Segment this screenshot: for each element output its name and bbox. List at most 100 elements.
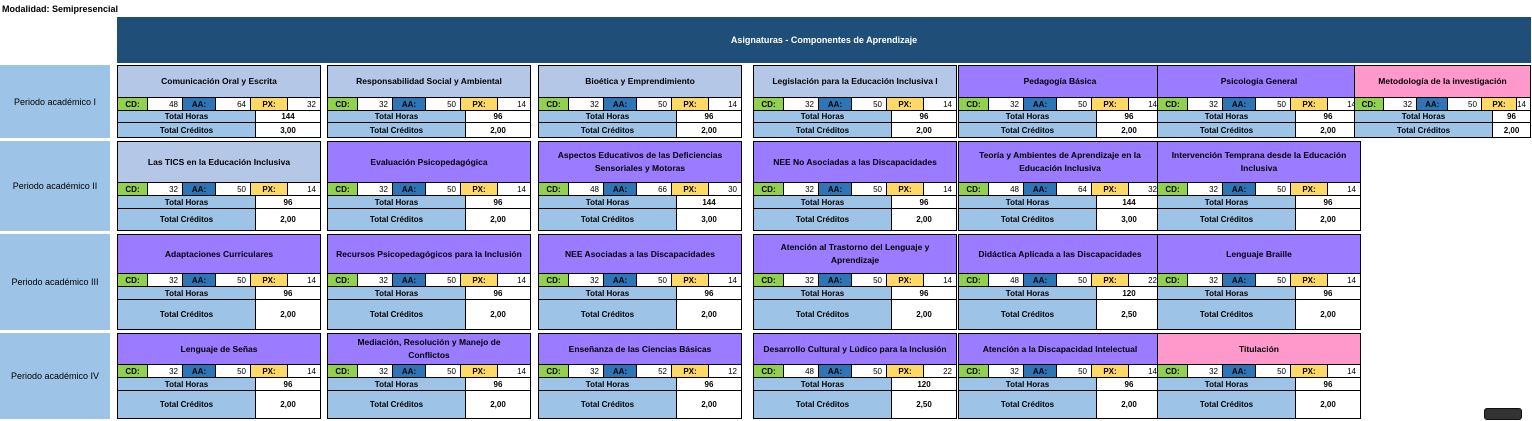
total-creditos-row: Total Créditos 2,00 xyxy=(118,209,320,230)
aa-value: 50 xyxy=(852,365,887,377)
hours-breakdown: CD: 32 AA: 50 PX: 14 xyxy=(959,98,1161,111)
course-card[interactable]: Aspectos Educativos de las Deficiencias … xyxy=(538,141,742,231)
course-card[interactable]: Recursos Psicopedagógicos para la Inclus… xyxy=(327,234,531,330)
cd-label: CD: xyxy=(328,365,358,377)
px-value: 14 xyxy=(288,183,320,195)
course-card[interactable]: Metodología de la investigación CD: 32 AA: 5… xyxy=(1354,65,1531,138)
course-card[interactable]: Atención a la Discapacidad Intelectual CD… xyxy=(958,333,1162,419)
course-card[interactable]: Psicología General CD: 32 AA: 50 PX: 14 Total H… xyxy=(1157,65,1361,138)
aa-value: 50 xyxy=(216,365,251,377)
total-creditos-value: 2,00 xyxy=(256,391,320,418)
total-horas-row: Total Horas 96 xyxy=(959,111,1161,123)
course-card[interactable]: Lenguaje de Señas CD: 32 AA: 50 PX: 14 Total Ho… xyxy=(117,333,321,419)
total-horas-value: 96 xyxy=(466,287,530,299)
course-card[interactable]: Pedagogía Básica CD: 32 AA: 50 PX: 14 Total Hor… xyxy=(958,65,1162,138)
total-creditos-value: 2,00 xyxy=(1493,123,1530,137)
hours-breakdown: CD: 32 AA: 50 PX: 14 xyxy=(328,183,530,196)
total-horas-row: Total Horas 96 xyxy=(754,196,956,209)
hours-breakdown: CD: 32 AA: 52 PX: 12 xyxy=(539,365,741,378)
course-title: Lenguaje Braille xyxy=(1158,235,1360,274)
total-creditos-value: 2,00 xyxy=(892,300,956,329)
cd-label: CD: xyxy=(539,365,569,377)
total-creditos-value: 3,00 xyxy=(1097,209,1161,230)
course-card[interactable]: Desarrollo Cultural y Lúdico para la Inc… xyxy=(753,333,957,419)
aa-label: AA: xyxy=(604,274,637,286)
course-card[interactable]: Titulación CD: 32 AA: 50 PX: 14 Total Horas 96 To… xyxy=(1157,333,1361,419)
cd-label: CD: xyxy=(1158,98,1188,110)
modalidad-label: Modalidad: Semipresencial xyxy=(2,4,119,14)
total-creditos-label: Total Créditos xyxy=(118,391,256,418)
total-creditos-label: Total Créditos xyxy=(539,209,677,230)
minimize-toggle[interactable] xyxy=(1484,408,1522,420)
px-value: 14 xyxy=(498,365,530,377)
aa-label: AA: xyxy=(183,98,216,110)
course-card[interactable]: Legislación para la Educación Inclusiva … xyxy=(753,65,957,138)
course-card[interactable]: Evaluación Psicopedagógica CD: 32 AA: 50 PX: 1… xyxy=(327,141,531,231)
total-horas-label: Total Horas xyxy=(754,378,892,390)
total-horas-label: Total Horas xyxy=(539,378,677,390)
course-card[interactable]: Responsabilidad Social y Ambiental CD: 32 A… xyxy=(327,65,531,138)
cd-label: CD: xyxy=(118,98,148,110)
course-card[interactable]: Adaptaciones Curriculares CD: 32 AA: 50 PX: 14… xyxy=(117,234,321,330)
aa-value: 66 xyxy=(637,183,672,195)
course-title: Desarrollo Cultural y Lúdico para la Inc… xyxy=(754,334,956,365)
aa-value: 50 xyxy=(852,183,887,195)
cd-value: 32 xyxy=(569,274,604,286)
course-card[interactable]: Las TICS en la Educación Inclusiva CD: 32 A… xyxy=(117,141,321,231)
cd-value: 32 xyxy=(358,98,393,110)
course-card[interactable]: Comunicación Oral y Escrita CD: 48 AA: 64 PX:… xyxy=(117,65,321,138)
cd-value: 32 xyxy=(358,183,393,195)
course-card[interactable]: Atención al Trastorno del Lenguaje y Apr… xyxy=(753,234,957,330)
course-card[interactable]: Lenguaje Braille CD: 32 AA: 50 PX: 14 Total Hor… xyxy=(1157,234,1361,330)
cd-value: 48 xyxy=(989,183,1024,195)
total-creditos-value: 2,50 xyxy=(892,391,956,418)
aa-label: AA: xyxy=(393,98,426,110)
hours-breakdown: CD: 32 AA: 50 PX: 14 xyxy=(118,274,320,287)
total-horas-value: 96 xyxy=(677,378,741,390)
total-horas-row: Total Horas 96 xyxy=(539,287,741,300)
total-creditos-value: 2,00 xyxy=(677,391,741,418)
course-card[interactable]: Bioética y Emprendimiento CD: 32 AA: 50 PX: 14… xyxy=(538,65,742,138)
total-creditos-label: Total Créditos xyxy=(959,123,1097,137)
course-card[interactable]: NEE No Asociadas a las Discapacidades CD:… xyxy=(753,141,957,231)
px-label: PX: xyxy=(1291,183,1328,195)
hours-breakdown: CD: 32 AA: 50 PX: 14 xyxy=(1158,365,1360,378)
aa-value: 64 xyxy=(216,98,251,110)
total-creditos-value: 2,00 xyxy=(466,391,530,418)
aa-label: AA: xyxy=(819,183,852,195)
hours-breakdown: CD: 48 AA: 50 PX: 22 xyxy=(959,274,1161,287)
total-horas-row: Total Horas 96 xyxy=(1355,111,1530,123)
total-creditos-value: 2,50 xyxy=(1097,300,1161,329)
course-card[interactable]: Mediación, Resolución y Manejo de Confli… xyxy=(327,333,531,419)
course-card[interactable]: Enseñanza de las Ciencias Básicas CD: 32 AA… xyxy=(538,333,742,419)
total-creditos-row: Total Créditos 3,00 xyxy=(959,209,1161,230)
course-card[interactable]: Teoría y Ambientes de Aprendizaje en la … xyxy=(958,141,1162,231)
aa-label: AA: xyxy=(1223,274,1256,286)
px-label: PX: xyxy=(461,274,498,286)
px-value: 32 xyxy=(288,98,320,110)
total-creditos-value: 2,00 xyxy=(1097,391,1161,418)
aa-label: AA: xyxy=(1024,98,1057,110)
cd-value: 32 xyxy=(989,365,1024,377)
total-creditos-row: Total Créditos 2,00 xyxy=(959,123,1161,137)
course-title: NEE Asociadas a las Discapacidades xyxy=(539,235,741,274)
total-horas-row: Total Horas 120 xyxy=(959,287,1161,300)
total-horas-value: 96 xyxy=(466,111,530,122)
course-card[interactable]: Intervención Temprana desde la Educación… xyxy=(1157,141,1361,231)
px-label: PX: xyxy=(1291,98,1328,110)
aa-label: AA: xyxy=(183,274,216,286)
course-card[interactable]: NEE Asociadas a las Discapacidades CD: 32 A… xyxy=(538,234,742,330)
total-creditos-value: 2,00 xyxy=(1296,209,1360,230)
cd-value: 32 xyxy=(358,365,393,377)
course-card[interactable]: Didáctica Aplicada a las Discapacidades C… xyxy=(958,234,1162,330)
total-horas-value: 96 xyxy=(256,378,320,390)
aa-label: AA: xyxy=(393,183,426,195)
px-value: 14 xyxy=(498,183,530,195)
aa-value: 50 xyxy=(1256,274,1291,286)
total-horas-label: Total Horas xyxy=(754,196,892,208)
hours-breakdown: CD: 32 AA: 50 PX: 14 xyxy=(959,365,1161,378)
aa-value: 50 xyxy=(216,274,251,286)
total-creditos-value: 2,00 xyxy=(1296,123,1360,137)
total-horas-row: Total Horas 96 xyxy=(1158,111,1360,123)
total-horas-label: Total Horas xyxy=(959,378,1097,390)
